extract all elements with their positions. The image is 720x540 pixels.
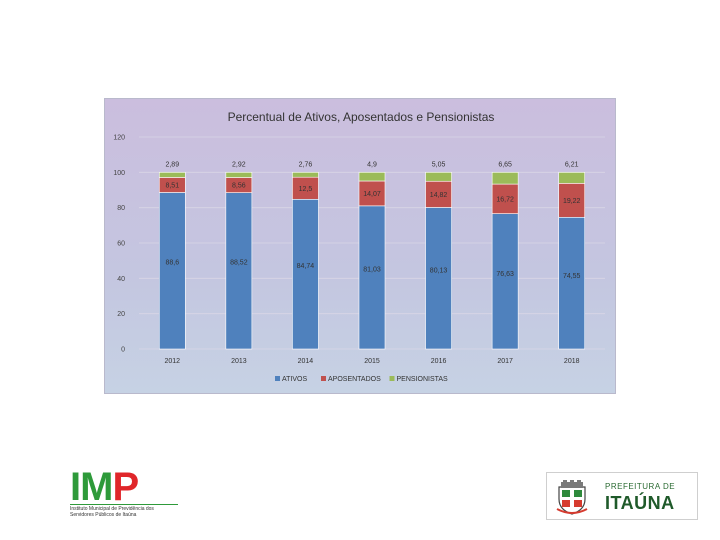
y-tick-label: 80 [117, 205, 125, 212]
data-label: 5,05 [432, 161, 446, 168]
bar-segment-aposentados [425, 180, 452, 208]
bar-segment-pensionistas [225, 172, 253, 178]
y-tick-label: 40 [117, 276, 125, 283]
data-label: 14,07 [363, 191, 381, 198]
bar-segment-aposentados [358, 180, 386, 207]
bar-segment-pensionistas [358, 172, 386, 182]
data-label: 6,21 [565, 161, 579, 168]
data-label: 2,92 [232, 161, 246, 168]
y-tick-label: 20 [117, 311, 125, 318]
legend-label: APOSENTADOS [328, 376, 381, 383]
bar-segment-aposentados [491, 183, 519, 214]
x-category-label: 2013 [231, 358, 247, 365]
data-label: 2,89 [165, 161, 179, 168]
data-label: 8,56 [232, 183, 246, 190]
data-label: 12,5 [299, 186, 313, 193]
data-label: 88,6 [165, 259, 179, 266]
imp-logo-letters: IMP [70, 465, 139, 509]
legend-label: PENSIONISTAS [397, 376, 449, 383]
x-axis-categories: 2012 2013 2014 2015 2016 2017 2018 [164, 358, 579, 365]
crest-icon [556, 480, 588, 515]
data-labels: 88,6 8,51 2,89 88,52 8,56 2,92 84,74 12,5 2,76 81… [165, 161, 580, 280]
stacked-bar-chart: Percentual de Ativos, Aposentados e Pens… [113, 110, 605, 383]
bar-segment-ativos [358, 205, 386, 350]
data-label: 2,76 [299, 161, 313, 168]
legend-swatch [275, 376, 280, 381]
bar-segment-ativos [158, 192, 186, 350]
data-label: 6,65 [498, 161, 512, 168]
y-tick-label: 100 [113, 170, 125, 177]
data-label: 74,55 [563, 273, 581, 280]
data-label: 80,13 [430, 268, 448, 275]
x-category-label: 2016 [431, 358, 447, 365]
y-tick-label: 0 [121, 347, 125, 354]
data-label: 4,9 [367, 161, 377, 168]
bar-segment-ativos [292, 198, 319, 350]
x-category-label: 2014 [298, 358, 314, 365]
chart-panel: Percentual de Ativos, Aposentados e Pens… [104, 98, 616, 394]
bar-segment-pensionistas [425, 172, 452, 182]
legend-swatch [321, 376, 326, 381]
bar-segment-pensionistas [558, 172, 586, 184]
x-category-label: 2017 [497, 358, 513, 365]
data-label: 19,22 [563, 198, 581, 205]
bar-segment-ativos [425, 207, 452, 350]
bar-segment-ativos [225, 192, 253, 350]
y-tick-label: 60 [117, 241, 125, 248]
bar-segment-pensionistas [292, 172, 319, 178]
data-label: 81,03 [363, 267, 381, 274]
imp-logo-tagline: Instituto Municipal de Previdência dos S… [70, 504, 178, 518]
legend-label: ATIVOS [282, 376, 307, 383]
data-label: 14,82 [430, 192, 448, 199]
data-label: 76,63 [496, 271, 514, 278]
data-label: 8,51 [165, 182, 179, 189]
x-category-label: 2015 [364, 358, 380, 365]
prefeitura-label: PREFEITURA DE [605, 482, 676, 491]
x-category-label: 2018 [564, 358, 580, 365]
data-label: 84,74 [297, 263, 315, 270]
bar-segment-ativos [558, 216, 586, 350]
legend-swatch [389, 376, 395, 381]
bar-segment-pensionistas [491, 172, 519, 185]
x-category-label: 2012 [164, 358, 180, 365]
prefeitura-itauna-logo: PREFEITURA DE ITAÚNA [546, 472, 698, 520]
data-label: 16,72 [496, 196, 514, 203]
bar-segment-aposentados [558, 183, 586, 218]
y-tick-label: 120 [113, 135, 125, 142]
bar-segment-pensionistas [158, 172, 186, 178]
bars [158, 172, 586, 350]
data-label: 88,52 [230, 260, 248, 267]
legend: ATIVOS APOSENTADOS PENSIONISTAS [275, 376, 448, 383]
y-axis-ticks: 0 20 40 60 80 100 120 [113, 135, 125, 354]
bar-segment-ativos [491, 213, 519, 350]
city-name: ITAÚNA [605, 493, 675, 513]
chart-title: Percentual de Ativos, Aposentados e Pens… [228, 110, 495, 124]
imp-logo: IMP Instituto Municipal de Previdência d… [70, 465, 180, 520]
